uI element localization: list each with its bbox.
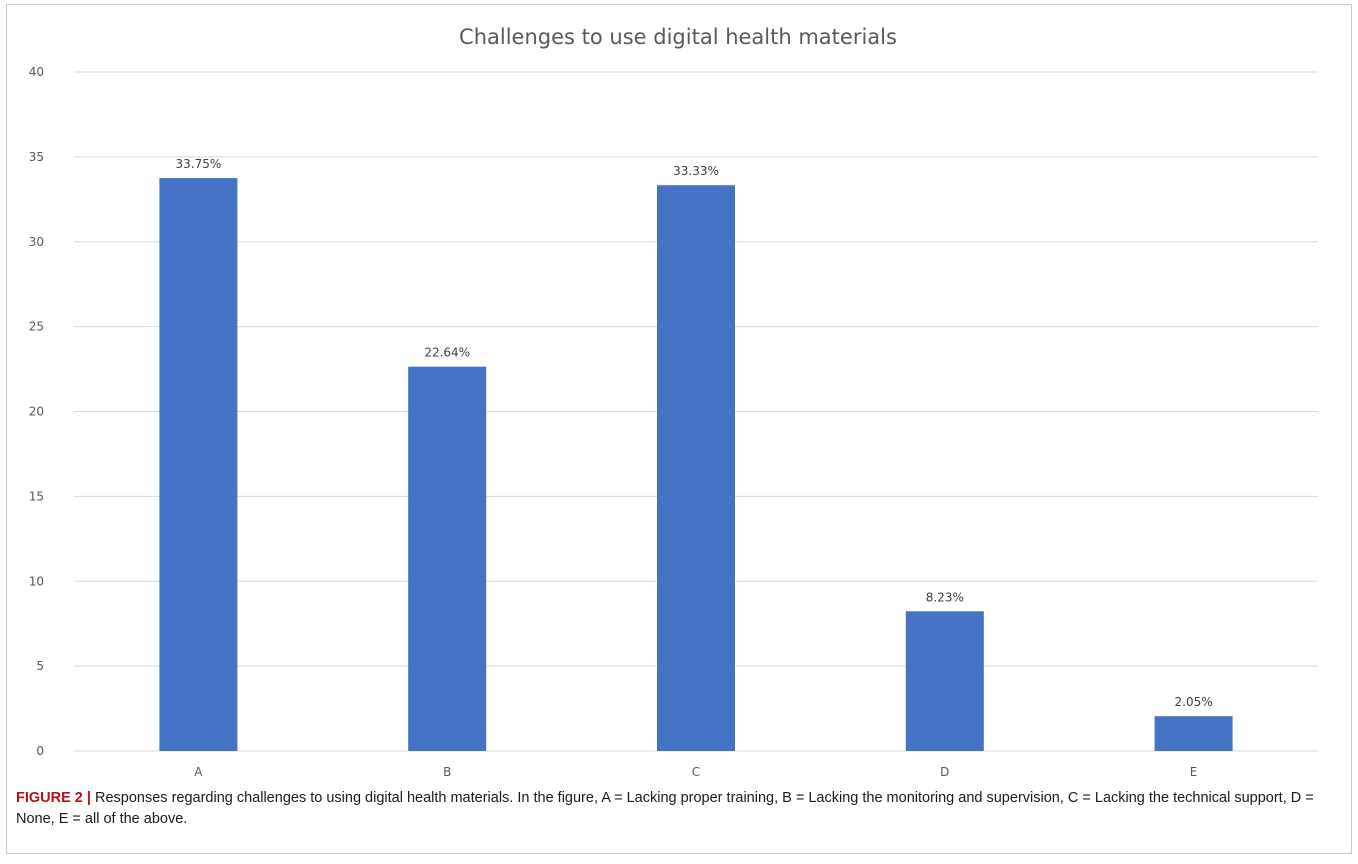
- y-tick-label: 35: [29, 150, 44, 164]
- data-label: 33.75%: [176, 157, 222, 171]
- bar-e: [1154, 716, 1233, 751]
- y-tick-label: 30: [29, 235, 44, 249]
- x-tick-label: A: [194, 765, 203, 779]
- y-tick-label: 25: [29, 320, 44, 334]
- x-tick-label: B: [443, 765, 451, 779]
- bar-d: [905, 611, 984, 751]
- x-tick-label: D: [940, 765, 949, 779]
- y-tick-label: 20: [29, 405, 44, 419]
- data-label: 8.23%: [926, 590, 964, 604]
- bar-chart: Challenges to use digital health materia…: [29, 25, 1318, 779]
- x-axis-ticks: A B C D E: [194, 765, 1197, 779]
- data-labels: 33.75% 22.64% 33.33% 8.23% 2.05%: [176, 157, 1213, 709]
- data-label: 2.05%: [1175, 695, 1213, 709]
- data-label: 22.64%: [424, 346, 470, 360]
- figure-label: FIGURE 2 |: [16, 790, 91, 806]
- y-axis-ticks: 0 5 10 15 20 25 30 35 40: [29, 65, 44, 758]
- bar-b: [408, 366, 487, 751]
- x-tick-label: C: [692, 765, 700, 779]
- bar-c: [657, 185, 735, 751]
- bar-a: [159, 178, 238, 751]
- y-tick-label: 0: [36, 744, 44, 758]
- bars: [159, 178, 1233, 751]
- y-tick-label: 5: [36, 659, 44, 673]
- y-tick-label: 10: [29, 574, 44, 588]
- figure-caption: FIGURE 2 | Responses regarding challenge…: [16, 788, 1342, 830]
- x-tick-label: E: [1190, 765, 1198, 779]
- y-tick-label: 15: [29, 489, 44, 503]
- data-label: 33.33%: [673, 164, 719, 178]
- chart-title: Challenges to use digital health materia…: [459, 25, 897, 49]
- y-tick-label: 40: [29, 65, 44, 79]
- figure-caption-text: Responses regarding challenges to using …: [16, 790, 1314, 827]
